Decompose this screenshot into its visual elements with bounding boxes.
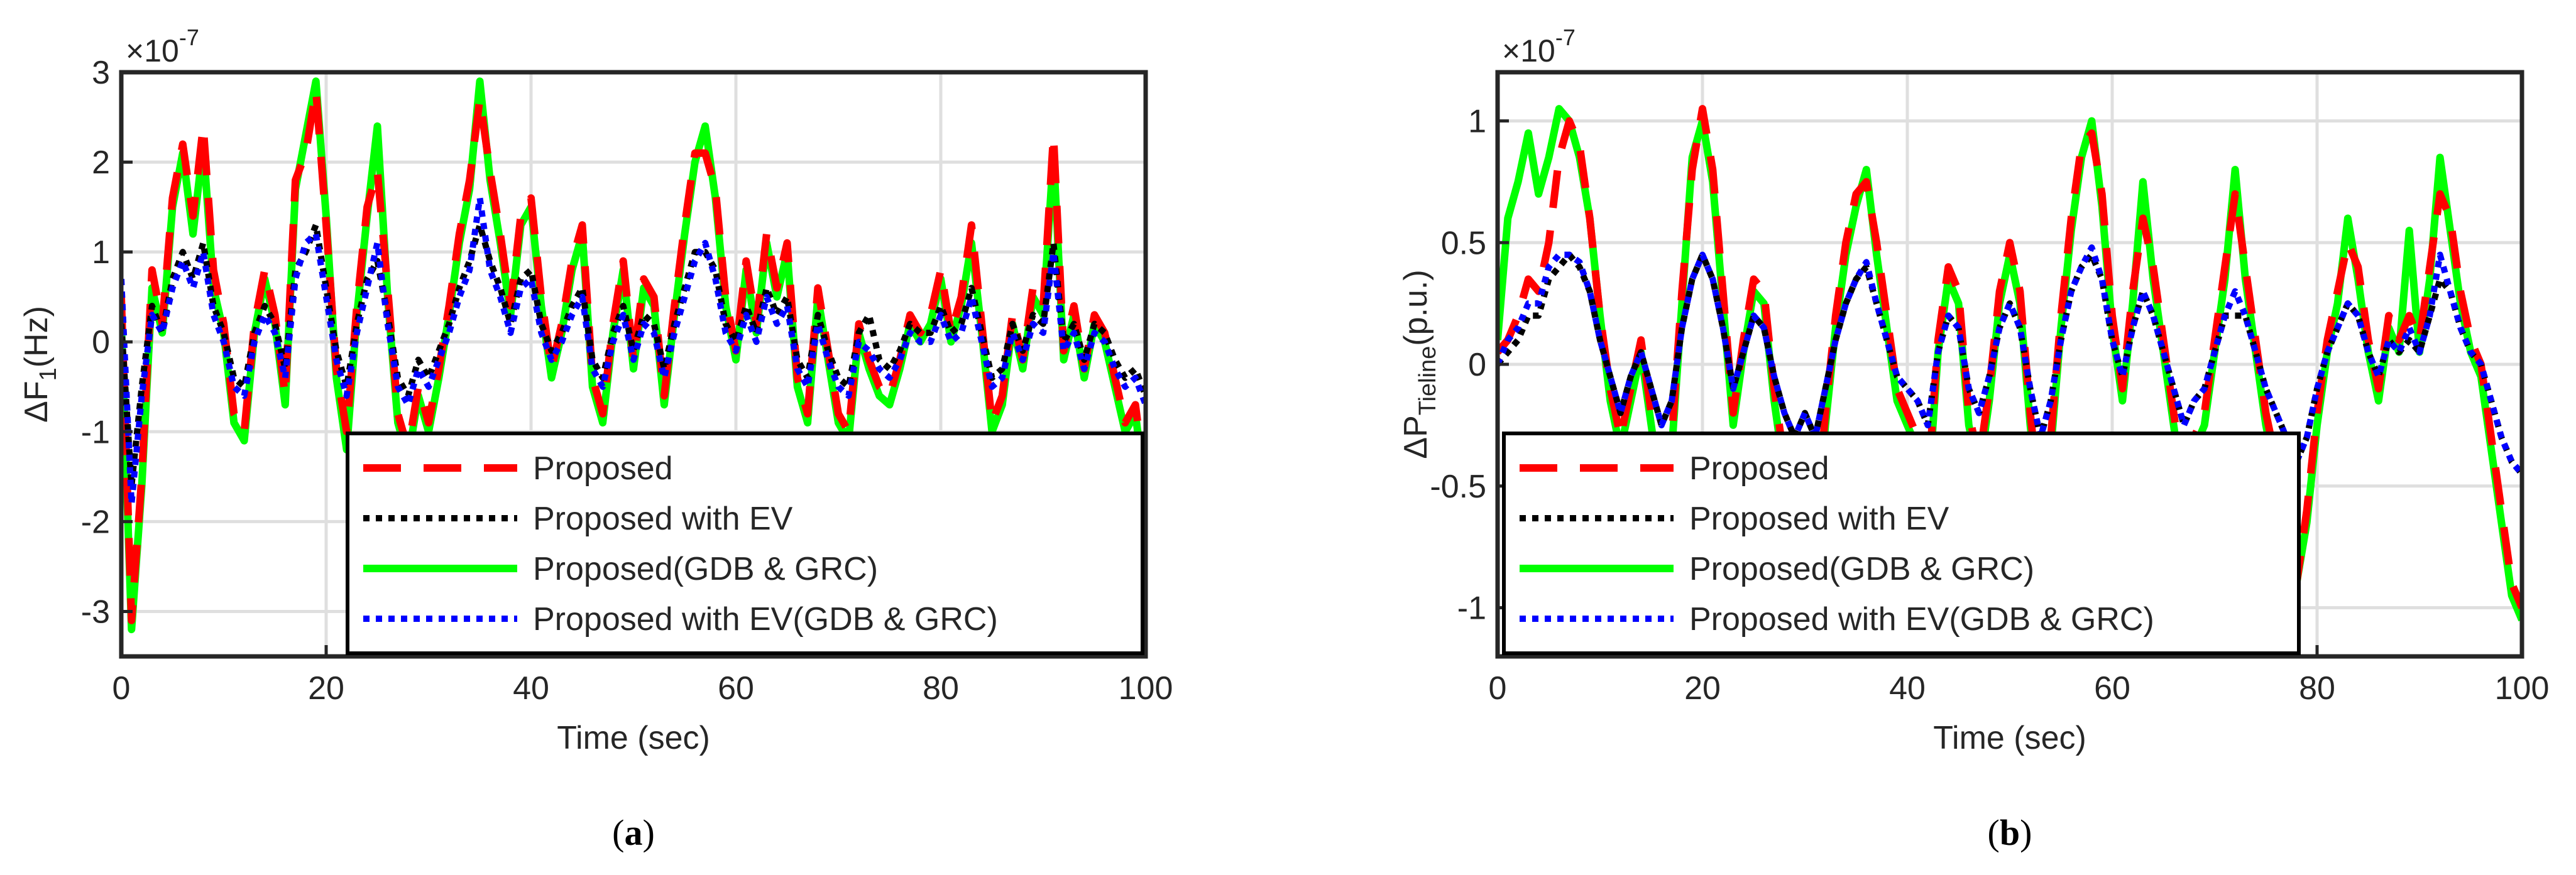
chart-b-legend: Proposed Proposed with EV Proposed(GDB & G… [1502,432,2301,655]
y-tick-label: 0 [92,324,110,361]
y-tick-label: 2 [92,144,110,181]
series-line-proposed-with-ev-gdb-grc- [1498,244,2522,476]
y-tick-label: -3 [81,594,110,630]
x-tick-label: 80 [2299,670,2335,707]
x-tick-label: 60 [718,670,754,707]
x-tick-label: 0 [1489,670,1507,707]
legend-label: Proposed [1689,450,1829,487]
x-tick-label: 0 [112,670,131,707]
x-tick-label: 40 [1889,670,1926,707]
chart-a-series [121,77,1146,634]
legend-label: Proposed with EV [1689,501,1949,537]
y-tick-label: -2 [81,504,110,540]
chart-b-exponent: ×10-7 [1502,24,1576,68]
y-tick-label: 0 [1468,347,1486,383]
chart-a-legend: Proposed Proposed with EV Proposed(GDB & G… [346,432,1144,655]
chart-b-xlabel: Time (sec) [1933,720,2086,756]
y-tick-label: 1 [92,234,110,271]
y-tick-label: 0.5 [1441,225,1486,261]
chart-b-ylabel: ΔPTieline(p.u.) [1398,269,1441,459]
legend-label: Proposed [533,450,673,487]
chart-panel-b: 0 20 40 60 80 100 -1 -0.5 0 0.5 1 ×10-7 Time (sec)… [1398,24,2549,853]
legend-label: Proposed(GDB & GRC) [1689,551,2034,587]
legend-label: Proposed(GDB & GRC) [533,551,878,587]
chart-a-ticks: 0 20 40 60 80 100 -3 -2 -1 0 1 2 3 [81,55,1173,707]
series-line-proposed-with-ev-gdb-grc- [121,195,1146,507]
panel-label-a: (a) [612,812,655,853]
legend-label: Proposed with EV(GDB & GRC) [533,601,998,638]
x-tick-label: 40 [513,670,549,707]
x-tick-label: 100 [2495,670,2550,707]
series-line-proposed-with-ev [1498,251,2522,476]
x-tick-label: 20 [1684,670,1721,707]
x-tick-label: 60 [2094,670,2130,707]
y-tick-label: 1 [1468,104,1486,140]
chart-a-xlabel: Time (sec) [557,720,710,756]
x-tick-label: 20 [308,670,344,707]
y-tick-label: -0.5 [1430,469,1486,505]
y-tick-label: -1 [1457,590,1486,627]
chart-a-exponent: ×10-7 [126,24,199,68]
panel-label-b: (b) [1988,812,2032,853]
chart-a-axes-box [119,70,1148,659]
x-tick-label: 80 [923,670,959,707]
y-tick-label: 3 [92,55,110,91]
legend-label: Proposed with EV [533,501,793,537]
series-line-proposed [121,86,1146,624]
y-tick-label: -1 [81,414,110,450]
chart-a-ylabel: ΔF1(Hz) [18,306,62,423]
legend-label: Proposed with EV(GDB & GRC) [1689,601,2154,638]
x-tick-label: 100 [1119,670,1173,707]
